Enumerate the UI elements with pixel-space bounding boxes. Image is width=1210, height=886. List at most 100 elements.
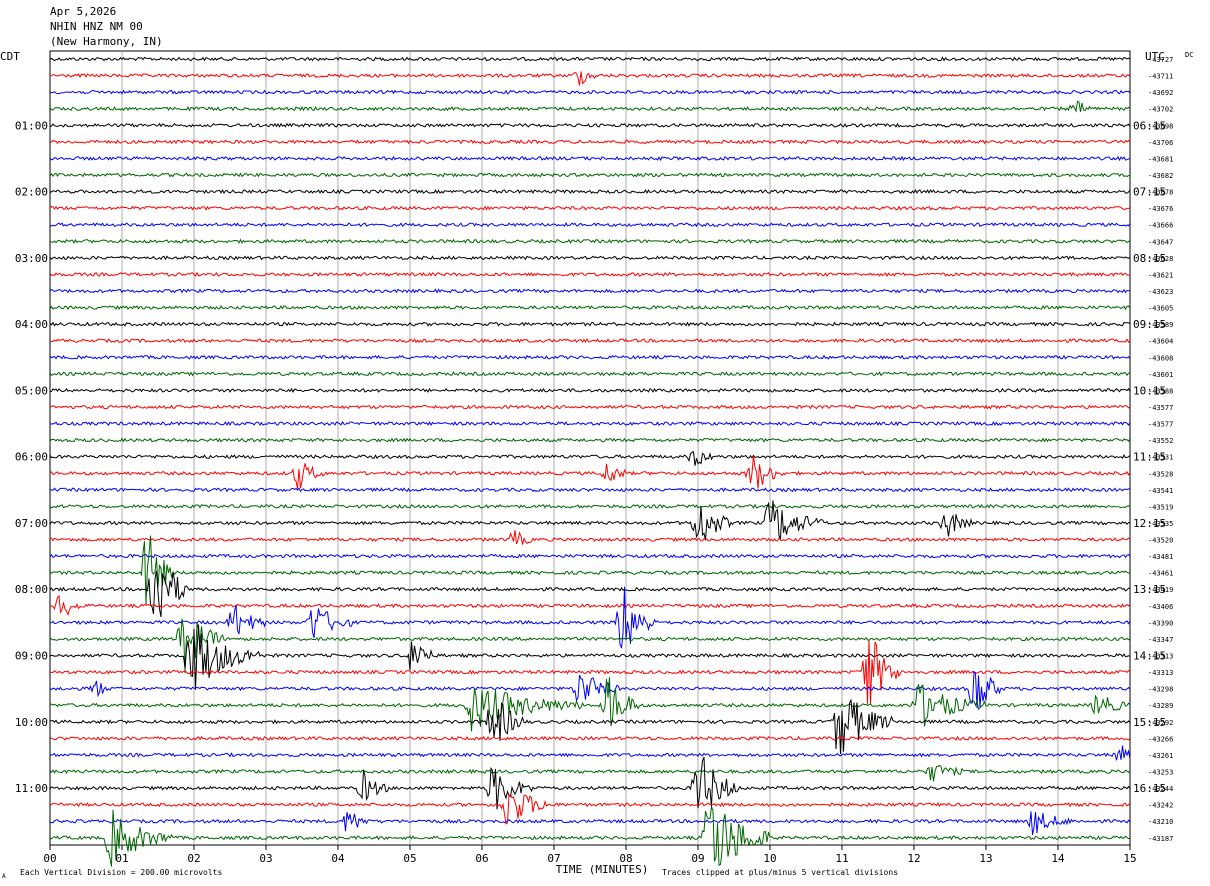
dc-offset-label: -43261 (1148, 752, 1173, 760)
cdt-label: CDT (0, 50, 20, 63)
dc-offset-label: -43552 (1148, 437, 1173, 445)
seismic-trace (49, 735, 1131, 741)
dc-offset-label: -43577 (1148, 404, 1173, 412)
seismic-trace (49, 404, 1131, 410)
seismic-trace (49, 670, 1131, 709)
dc-offset-label: -43289 (1148, 702, 1173, 710)
seismic-trace (49, 288, 1131, 294)
seismic-trace (49, 205, 1131, 211)
dc-offset-label: -43601 (1148, 371, 1173, 379)
dc-offset-label: -43647 (1148, 238, 1173, 246)
dc-offset-label: -43604 (1148, 338, 1173, 346)
seismic-trace (49, 155, 1131, 162)
dc-offset-label: -43292 (1148, 719, 1173, 727)
dc-offset-label: -43528 (1148, 470, 1173, 478)
dc-offset-label: -43676 (1148, 205, 1173, 213)
right-time-label: 15:15 (1133, 716, 1166, 729)
x-tick-label: 12 (907, 852, 920, 865)
seismic-trace (49, 450, 1131, 466)
dc-offset-label: -43266 (1148, 735, 1173, 743)
dc-offset-label: -43621 (1148, 271, 1173, 279)
seismic-trace (49, 354, 1131, 360)
x-tick-label: 13 (979, 852, 992, 865)
right-time-label: 08:15 (1133, 252, 1166, 265)
seismic-trace (49, 811, 1131, 835)
seismic-trace (49, 535, 1131, 605)
left-time-label: 03:00 (15, 252, 48, 265)
dc-offset-label: -43253 (1148, 769, 1173, 777)
seismic-trace (49, 89, 1131, 95)
x-tick-label: 00 (43, 852, 56, 865)
dc-offset-label: -43419 (1148, 586, 1173, 594)
x-tick-label: 14 (1051, 852, 1065, 865)
dc-offset-label: -43678 (1148, 189, 1173, 197)
left-time-label: 04:00 (15, 318, 48, 331)
left-time-label: 11:00 (15, 782, 48, 795)
x-tick-label: 01 (115, 852, 128, 865)
dc-label: DC (1185, 51, 1193, 59)
dc-offset-label: -43623 (1148, 288, 1173, 296)
seismic-trace (49, 222, 1131, 228)
dc-offset-label: -43702 (1148, 106, 1173, 114)
dc-offset-label: -43535 (1148, 520, 1173, 528)
seismic-trace (49, 745, 1131, 761)
header-date: Apr 5,2026 (50, 5, 117, 18)
seismic-trace (49, 371, 1131, 377)
dc-offset-label: -43313 (1148, 669, 1173, 677)
left-time-label: 07:00 (15, 517, 48, 530)
seismic-trace (49, 437, 1131, 443)
x-tick-label: 10 (763, 852, 776, 865)
dc-offset-label: -43706 (1148, 139, 1173, 147)
seismic-trace (49, 553, 1131, 559)
dc-offset-label: -43461 (1148, 570, 1173, 578)
x-tick-label: 11 (835, 852, 848, 865)
right-time-label: 12:15 (1133, 517, 1166, 530)
scale-note: Each Vertical Division = 200.00 microvol… (20, 868, 222, 877)
dc-offset-label: -43628 (1148, 255, 1173, 263)
seismic-trace (50, 640, 1131, 705)
seismic-trace (49, 756, 1131, 810)
right-time-label: 06:15 (1133, 119, 1166, 132)
dc-offset-label: -43681 (1148, 155, 1173, 163)
dc-offset-label: -43520 (1148, 537, 1173, 545)
dc-offset-label: -43481 (1148, 553, 1173, 561)
dc-offset-label: -43531 (1148, 454, 1173, 462)
seismic-trace (49, 624, 1131, 690)
dc-offset-label: -43589 (1148, 321, 1173, 329)
dc-offset-label: -43541 (1148, 487, 1173, 495)
right-time-label: 10:15 (1133, 384, 1166, 397)
seismic-trace (49, 618, 1131, 674)
seismic-trace (49, 420, 1131, 427)
header-station: NHIN HNZ NM 00 (50, 20, 143, 33)
plot-frame (49, 50, 1131, 846)
dc-offset-label: -43187 (1148, 835, 1173, 843)
left-time-label: 02:00 (15, 186, 48, 199)
right-time-label: 11:15 (1133, 451, 1166, 464)
dc-offset-label: -43390 (1148, 619, 1173, 627)
dc-offset-label: -43698 (1148, 122, 1173, 130)
seismic-trace (49, 56, 1131, 62)
dc-offset-label: -43242 (1148, 802, 1173, 810)
dc-offset-label: -43313 (1148, 653, 1173, 661)
seismic-trace (49, 321, 1131, 327)
dc-offset-label: -43588 (1148, 387, 1173, 395)
x-tick-label: 02 (187, 852, 200, 865)
seismic-trace (50, 595, 1131, 616)
seismic-trace (49, 71, 1131, 86)
seismic-trace (49, 530, 1131, 545)
dc-offset-label: -43711 (1148, 73, 1173, 81)
dc-offset-label: -43577 (1148, 421, 1173, 429)
header-location: (New Harmony, IN) (50, 35, 163, 48)
dc-offset-label: -43519 (1148, 503, 1173, 511)
seismic-trace (49, 699, 1131, 755)
seismic-trace (49, 764, 1131, 782)
right-time-label: 13:15 (1133, 583, 1166, 596)
seismic-trace (49, 338, 1131, 344)
left-time-label: 06:00 (15, 451, 48, 464)
right-time-label: 09:15 (1133, 318, 1166, 331)
seismic-trace (49, 570, 1130, 618)
seismic-trace (49, 271, 1131, 278)
seismic-trace (49, 806, 1131, 867)
x-tick-label: 07 (547, 852, 560, 865)
